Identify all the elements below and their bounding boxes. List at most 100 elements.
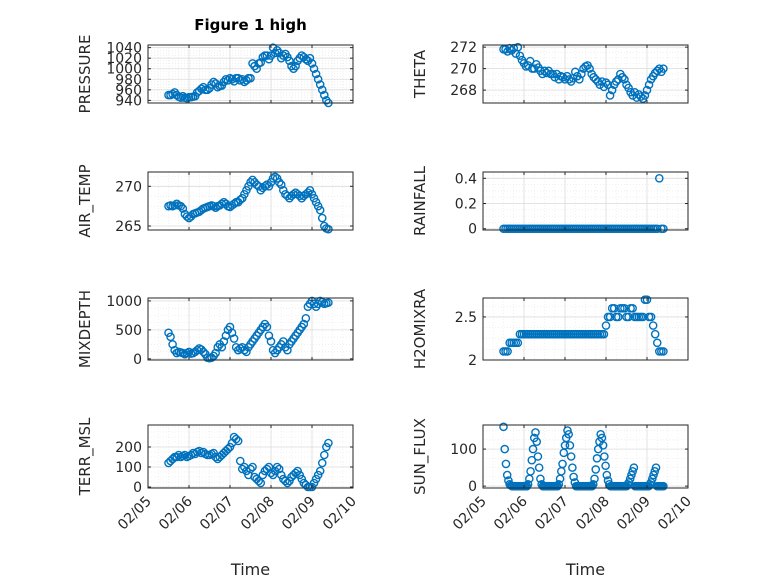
panel-theta: 268 270 272 THETA bbox=[411, 40, 689, 104]
data-point bbox=[638, 312, 648, 322]
data-point bbox=[174, 450, 184, 460]
data-point bbox=[528, 444, 538, 454]
data-point bbox=[625, 474, 635, 484]
data-point bbox=[624, 478, 634, 487]
x-tick-label: 02/05 bbox=[450, 494, 490, 534]
data-point bbox=[235, 456, 245, 466]
data-point bbox=[285, 56, 294, 66]
panel-terr_msl: 0 100 200 TERR_MSL 02/05 02/06 02/07 02/08 02/09… bbox=[76, 417, 360, 579]
data-point bbox=[176, 93, 186, 103]
data-point bbox=[624, 83, 633, 93]
data-point bbox=[646, 478, 656, 487]
data-point bbox=[527, 455, 537, 465]
y-tick-label: 268 bbox=[450, 83, 477, 99]
panel-mixdepth: 0 500 1000 MIXDEPTH bbox=[76, 290, 354, 368]
data-point bbox=[301, 313, 311, 323]
data-point bbox=[299, 319, 309, 329]
data-point bbox=[627, 470, 636, 480]
data-point bbox=[289, 189, 298, 199]
data-point bbox=[607, 85, 617, 95]
data-point bbox=[628, 304, 637, 313]
x-tick-label: 02/07 bbox=[197, 494, 237, 534]
data-point bbox=[628, 467, 637, 476]
series-h2omixra bbox=[499, 295, 668, 356]
data-point bbox=[558, 459, 567, 469]
x-tick-label: 02/06 bbox=[156, 493, 196, 533]
axes-frame bbox=[482, 297, 689, 361]
data-point bbox=[264, 331, 274, 340]
data-point bbox=[603, 80, 613, 90]
data-point bbox=[217, 342, 227, 352]
data-point bbox=[317, 85, 327, 95]
y-tick-label: 940 bbox=[115, 93, 142, 109]
data-point bbox=[266, 337, 276, 346]
data-point bbox=[164, 328, 173, 338]
x-tick-label: 02/10 bbox=[320, 494, 360, 534]
y-tick-label: 0.4 bbox=[455, 171, 477, 187]
data-point bbox=[233, 436, 243, 446]
y-tick-label: 2.5 bbox=[455, 310, 477, 326]
data-point bbox=[620, 304, 629, 313]
data-point bbox=[166, 332, 175, 342]
data-point bbox=[278, 51, 288, 60]
y-axis-label: MIXDEPTH bbox=[76, 290, 94, 368]
data-point bbox=[324, 298, 333, 307]
y-tick-label: 2 bbox=[468, 353, 477, 369]
data-point bbox=[513, 338, 523, 348]
data-point bbox=[587, 481, 597, 491]
data-point bbox=[575, 75, 584, 84]
data-point bbox=[646, 312, 656, 322]
data-point bbox=[248, 462, 257, 472]
axes-frame bbox=[147, 424, 354, 489]
plot-area bbox=[483, 425, 688, 488]
data-point bbox=[596, 429, 605, 439]
y-axis-label: H2OMIXRA bbox=[411, 288, 429, 369]
data-point bbox=[648, 321, 658, 330]
data-point bbox=[180, 450, 190, 460]
data-point bbox=[254, 476, 264, 486]
data-point bbox=[223, 444, 233, 454]
data-point bbox=[223, 76, 233, 85]
panel-h2omixra: 2 2.5 H2OMIXRA bbox=[411, 288, 689, 369]
data-point bbox=[317, 213, 327, 223]
y-tick-label: 270 bbox=[115, 179, 142, 195]
series-theta bbox=[499, 42, 668, 103]
data-point bbox=[598, 441, 608, 450]
data-point bbox=[503, 347, 512, 356]
y-axis-label: SUN_FLUX bbox=[411, 418, 430, 495]
data-point bbox=[601, 321, 611, 330]
data-point bbox=[659, 347, 668, 356]
data-point bbox=[317, 458, 327, 468]
data-point bbox=[533, 452, 543, 461]
panel-sun_flux: 0 100 SUN_FLUX 02/05 02/06 02/07 02/08 02/09 02/… bbox=[411, 418, 695, 579]
axes-frame bbox=[147, 171, 354, 231]
data-point bbox=[513, 42, 523, 52]
data-point bbox=[307, 59, 317, 68]
data-point bbox=[614, 312, 623, 322]
data-point bbox=[233, 73, 243, 83]
axes-frame bbox=[147, 297, 354, 361]
data-point bbox=[242, 76, 251, 85]
data-point bbox=[642, 295, 652, 305]
data-point bbox=[211, 348, 220, 358]
data-point bbox=[602, 470, 612, 480]
data-point bbox=[611, 77, 621, 86]
y-tick-label: 0 bbox=[133, 352, 142, 368]
data-point bbox=[636, 92, 646, 101]
data-point bbox=[629, 463, 639, 472]
x-tick-label: 02/08 bbox=[573, 494, 613, 534]
y-axis-label: TERR_MSL bbox=[76, 417, 95, 496]
data-point bbox=[283, 345, 292, 355]
data-point bbox=[563, 426, 572, 435]
x-axis-label: Time bbox=[230, 560, 270, 579]
data-point bbox=[659, 224, 668, 234]
y-tick-label: 0 bbox=[133, 480, 142, 496]
series-terr_msl bbox=[164, 432, 333, 492]
data-point bbox=[262, 322, 272, 332]
data-point bbox=[651, 463, 661, 472]
data-point bbox=[568, 463, 577, 472]
data-point bbox=[168, 454, 177, 464]
data-point bbox=[605, 91, 615, 100]
data-point bbox=[246, 73, 255, 83]
data-point bbox=[324, 224, 333, 234]
